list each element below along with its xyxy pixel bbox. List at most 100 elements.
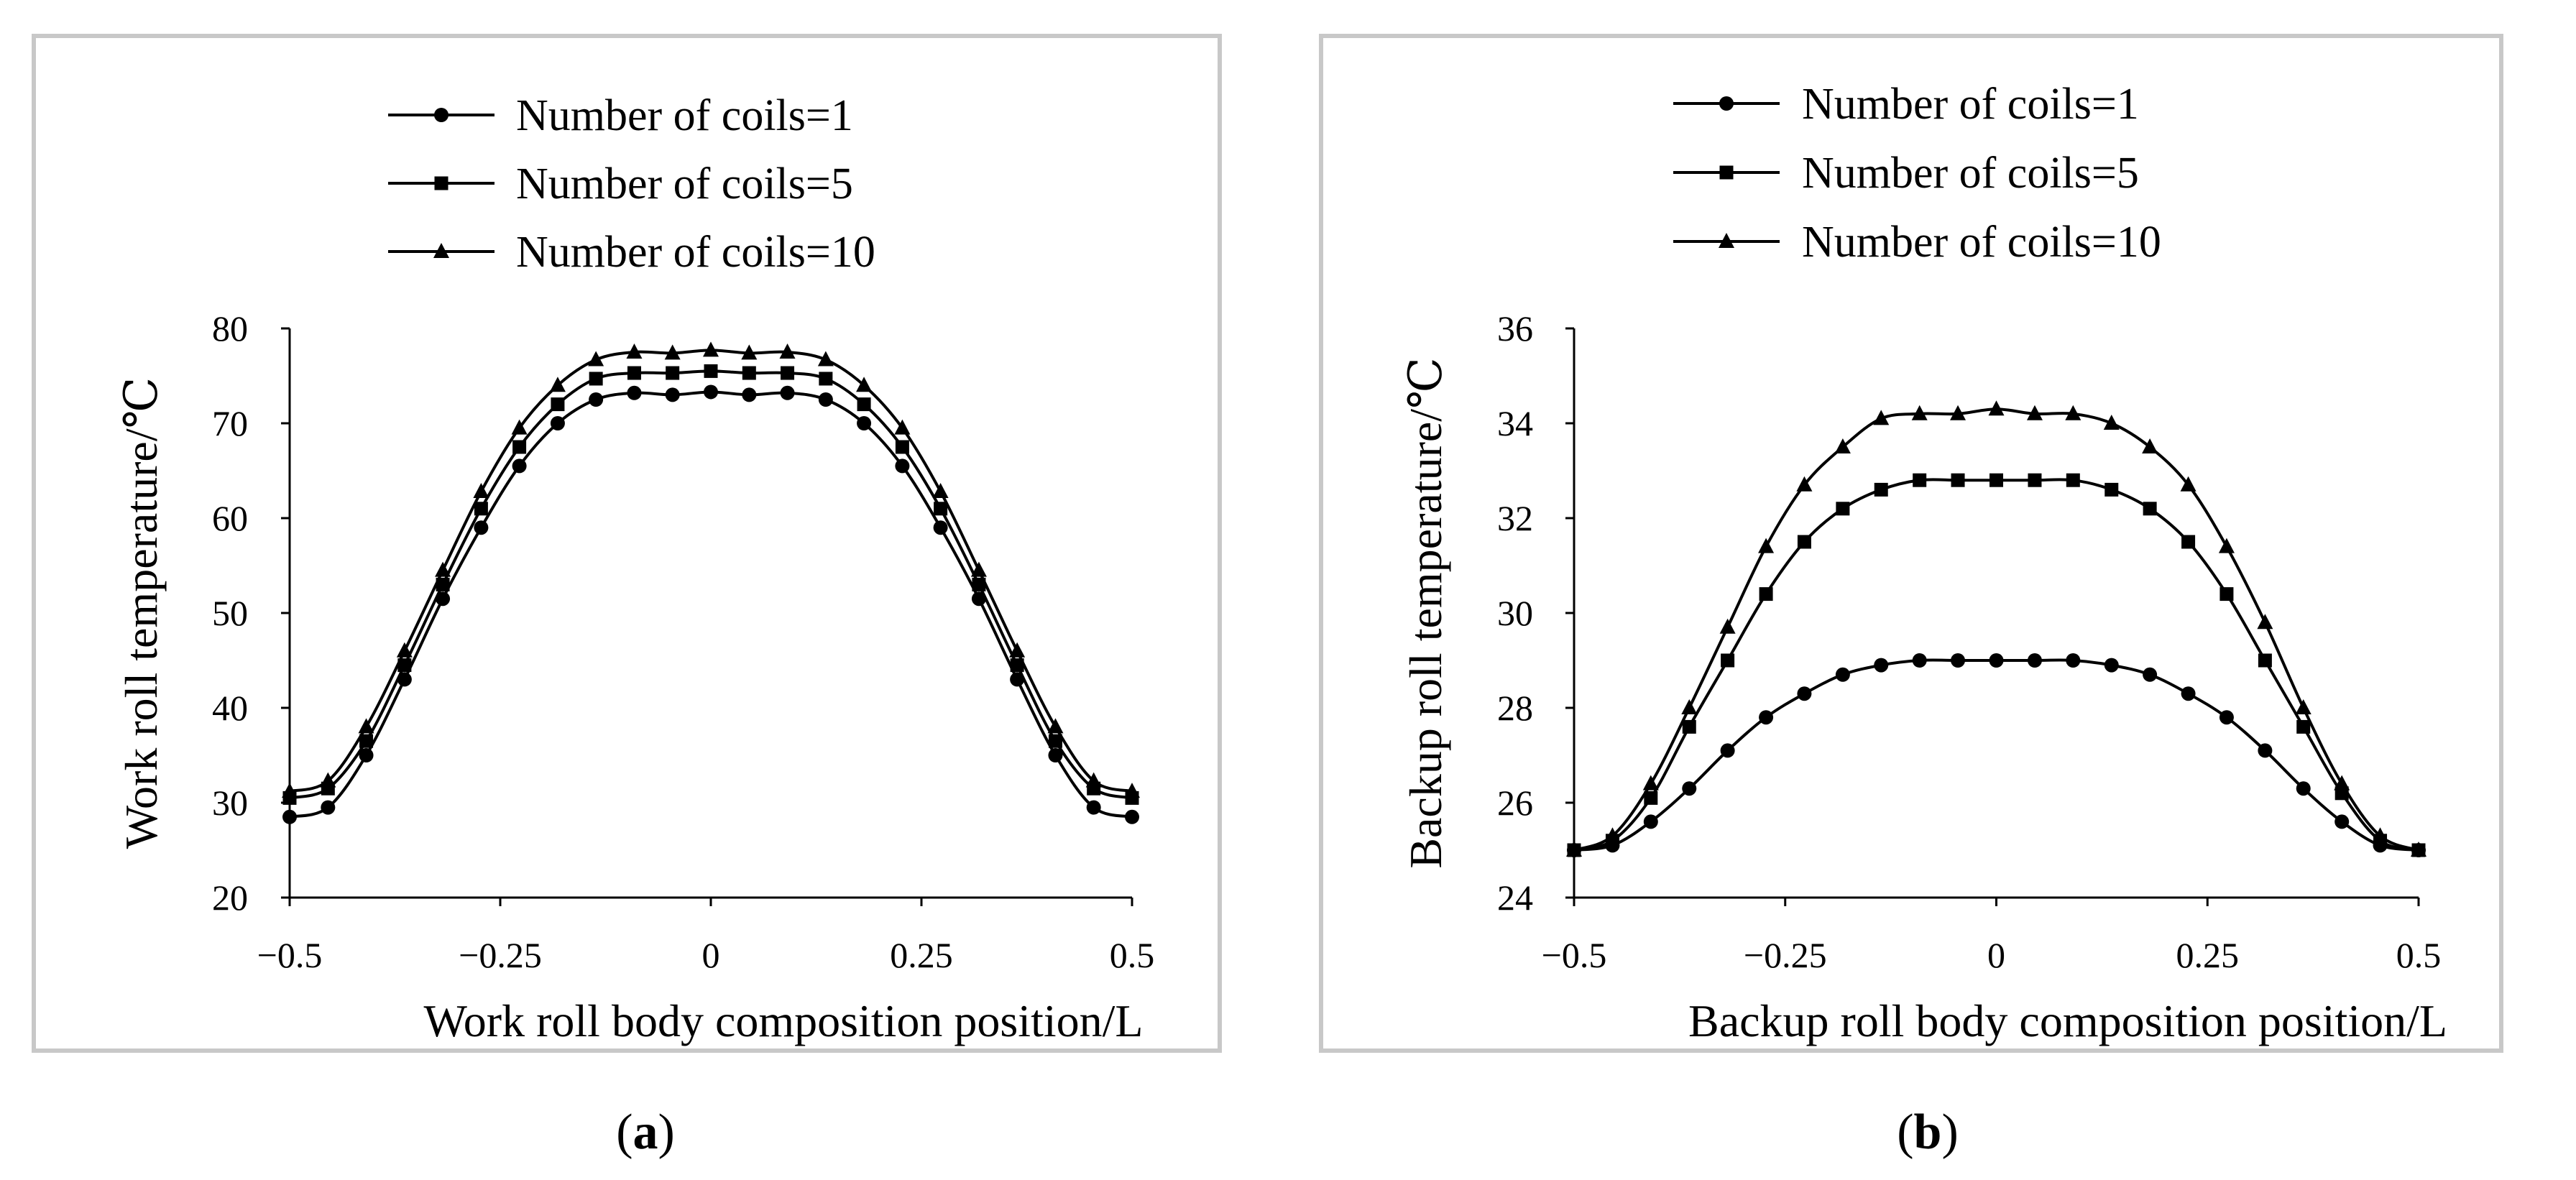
data-point [1874,658,1889,673]
series-circle [282,384,1139,824]
legend: Number of coils=1 Number of coils=5 Number… [388,91,875,277]
data-point [588,351,604,367]
data-point [435,561,451,577]
data-point [818,392,833,407]
data-point [1010,658,1024,673]
y-tick-label: 40 [212,688,248,728]
data-point [589,372,603,386]
data-point [1604,827,1621,843]
legend: Number of coils=1 Number of coils=5 Number… [1673,80,2161,267]
data-point [704,384,718,400]
data-point [857,397,871,412]
data-point [1682,719,1696,734]
data-point [512,440,527,454]
x-axis-label: Backup roll body composition position/L [1688,995,2447,1046]
y-tick-label: 28 [1497,688,1533,728]
data-point [2296,781,2311,796]
data-point [2220,587,2234,601]
data-point [1951,653,1966,668]
x-tick-label: 0.25 [2176,935,2240,975]
data-point [817,351,834,367]
legend-marker [433,243,449,258]
legend-label: Number of coils=1 [516,91,853,140]
data-point [1912,653,1927,668]
data-point [2026,405,2043,420]
data-point [1085,772,1102,788]
data-point [1951,473,1965,487]
data-point [819,372,833,386]
y-tick-label: 30 [212,783,248,823]
data-point [511,419,528,435]
x-tick-label: −0.25 [1744,935,1827,975]
data-point [1759,710,1774,725]
data-point [2066,653,2081,668]
data-point [1681,699,1698,714]
data-point [2143,502,2157,516]
data-point [397,658,412,673]
chart-frame [32,34,1222,1053]
series-square [1567,473,2426,857]
legend-label: Number of coils=10 [516,228,875,277]
data-point [1834,438,1851,453]
data-point [934,502,948,516]
data-point [2142,438,2158,453]
data-point [1047,718,1064,734]
data-point [1950,405,1966,420]
data-point [1989,653,2004,668]
data-point [282,783,298,798]
legend-label: Number of coils=1 [1802,80,2139,129]
y-tick-label: 60 [212,498,248,538]
data-point [473,483,489,499]
legend-marker [1719,96,1734,111]
data-point [2066,473,2080,487]
data-point [933,520,948,535]
y-tick-label: 32 [1497,498,1533,538]
data-point [2295,699,2312,714]
data-point [550,416,565,430]
y-tick-label: 36 [1497,308,1533,349]
data-point [857,416,872,430]
data-point [320,772,336,788]
data-point [1124,783,1140,798]
data-point [895,458,910,474]
data-point [2181,686,2196,701]
data-point [2103,415,2120,430]
legend-marker [434,108,448,122]
x-tick-label: 0 [702,935,720,975]
data-point [1644,790,1658,805]
x-tick-label: −0.25 [459,935,542,975]
data-point [2027,653,2042,668]
data-point [1009,642,1026,658]
data-point [1759,587,1773,601]
data-point [1566,842,1582,857]
data-point [359,748,374,762]
data-point [282,809,297,824]
data-point [1682,781,1697,796]
series-square [282,364,1139,805]
data-point [1048,734,1062,748]
data-point [1911,405,1928,420]
data-point [627,366,641,380]
data-point [781,366,795,380]
data-point [972,577,986,591]
x-tick-label: −0.5 [257,935,323,975]
data-point [551,397,565,412]
data-point [970,561,987,577]
legend-marker [1719,165,1734,180]
data-point [703,341,719,357]
chart-panel-a: 20 30 40 50 60 70 80 −0.5 −0.25 0 0.25 0.5 Work roll… [32,34,1222,1053]
data-point [2028,473,2042,487]
data-point [1797,535,1811,549]
data-point [2181,535,2196,549]
chart-frame [1319,34,2503,1053]
y-tick-label: 70 [212,403,248,443]
data-point [741,344,758,360]
data-point [665,387,680,402]
data-point [321,800,336,815]
data-point [1048,748,1063,762]
legend-marker [434,176,448,190]
y-tick-label: 26 [1497,783,1533,823]
data-point [742,387,757,402]
data-point [2296,719,2311,734]
data-point [2065,405,2082,420]
